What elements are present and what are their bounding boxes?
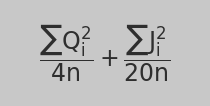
Text: $\mathrm{\dfrac{\sum Q_i^2}{4n} + \dfrac{\sum J_i^2}{20n}}$: $\mathrm{\dfrac{\sum Q_i^2}{4n} + \dfrac…	[39, 22, 171, 84]
